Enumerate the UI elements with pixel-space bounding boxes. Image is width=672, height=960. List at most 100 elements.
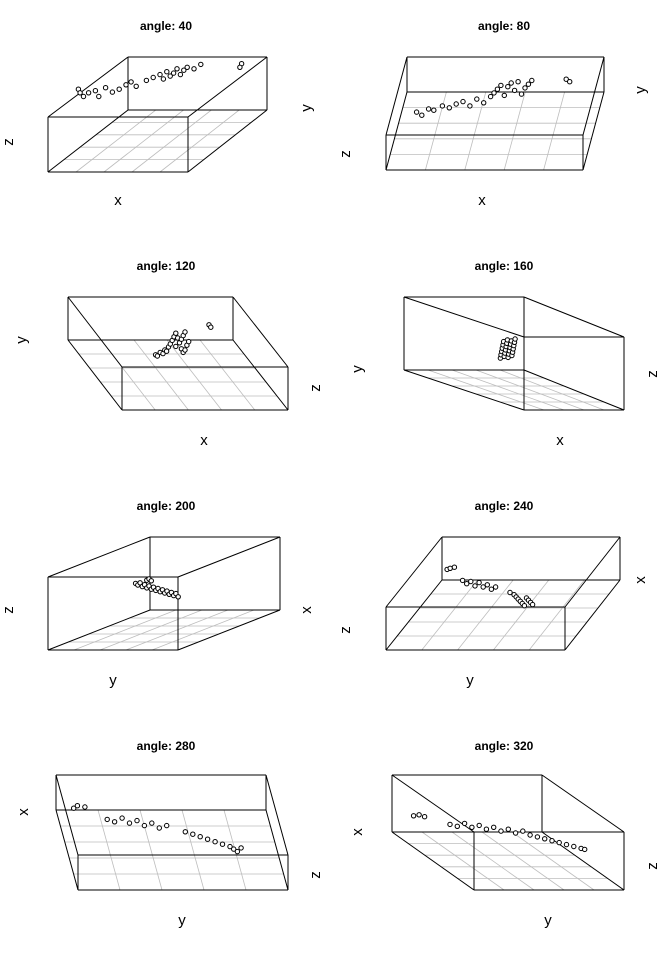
grid-line	[493, 579, 550, 651]
box-edge	[385, 56, 408, 136]
grid-line	[159, 109, 240, 173]
data-point	[204, 836, 211, 842]
box-edge	[582, 56, 605, 136]
data-point	[119, 815, 125, 821]
data-point	[521, 603, 528, 609]
data-point	[413, 109, 420, 115]
data-point	[491, 824, 497, 830]
data-point	[567, 79, 573, 85]
data-point	[512, 336, 518, 342]
data-point	[102, 85, 109, 91]
bounding-box	[47, 56, 268, 173]
data-point	[480, 584, 486, 590]
data-point	[231, 846, 237, 852]
data-point	[150, 74, 156, 81]
axis-label-x: x	[298, 606, 315, 614]
axis-label-x: x	[556, 432, 564, 449]
data-point	[208, 324, 214, 330]
data-point	[476, 579, 482, 586]
data-point	[446, 105, 452, 111]
axis-label-y: y	[109, 672, 117, 689]
data-point	[518, 91, 525, 97]
panel-5: angle: 200 x y z	[0, 499, 315, 689]
data-point	[549, 838, 555, 844]
axis-label-z: z	[337, 150, 354, 158]
floor-grid	[68, 609, 260, 651]
data-point	[582, 846, 588, 853]
data-point	[491, 90, 497, 96]
grid-line	[133, 339, 189, 411]
floor-grid	[408, 831, 608, 891]
data-point	[515, 79, 521, 85]
box-edge	[177, 536, 281, 578]
grid-line	[421, 579, 478, 651]
panel-2: angle: 80 x y z	[337, 19, 649, 209]
data-point	[126, 820, 133, 826]
floor-grid	[390, 91, 600, 171]
data-point	[173, 330, 179, 336]
axis-label-z: z	[644, 862, 661, 870]
data-point	[141, 822, 148, 829]
grid-line	[543, 91, 565, 171]
axis-label-z: z	[0, 606, 17, 614]
panel-title: angle: 40	[140, 19, 192, 33]
data-point	[182, 329, 188, 335]
bounding-box	[67, 296, 289, 411]
data-point	[133, 83, 139, 90]
data-point	[487, 93, 494, 100]
data-point	[227, 843, 233, 850]
data-point	[511, 87, 518, 94]
box-edge	[265, 809, 289, 891]
axis-label-x: x	[114, 192, 122, 209]
panel-3: angle: 120 x y z	[13, 259, 324, 449]
data-point	[501, 92, 507, 99]
box-edge	[391, 774, 475, 833]
floor-grid	[60, 809, 284, 891]
box-edge	[564, 579, 621, 651]
data-point	[556, 839, 562, 846]
data-point	[92, 88, 99, 94]
grid-line	[125, 609, 229, 651]
box-edge	[403, 369, 525, 411]
data-points	[132, 576, 181, 600]
bounding-box	[385, 536, 621, 651]
grid-line	[75, 109, 157, 173]
axis-label-y: y	[349, 365, 366, 373]
axis-label-z: z	[307, 871, 324, 879]
data-point	[74, 803, 81, 809]
panel-4: angle: 160 x y z	[349, 259, 661, 449]
axis-label-x: x	[200, 432, 208, 449]
axis-label-y: y	[298, 104, 315, 112]
data-point	[461, 820, 468, 827]
data-points	[413, 76, 573, 118]
data-point	[484, 582, 490, 588]
box-edge	[47, 609, 151, 651]
box-edge	[67, 296, 123, 368]
data-point	[454, 823, 460, 829]
data-point	[128, 79, 134, 85]
axis-label-x: x	[478, 192, 486, 209]
data-point	[219, 841, 226, 847]
axis-label-x: x	[632, 576, 649, 584]
grid-line	[166, 339, 222, 411]
data-point	[143, 77, 150, 84]
grid-line	[103, 109, 184, 173]
data-point	[431, 107, 437, 113]
data-point	[467, 103, 473, 109]
data-point	[111, 819, 118, 825]
axis-label-x: x	[15, 808, 32, 816]
grid-line	[99, 609, 203, 651]
data-point	[492, 584, 499, 590]
data-point	[563, 76, 569, 82]
data-point	[163, 348, 170, 354]
box-edge	[523, 369, 625, 411]
data-point	[498, 82, 504, 89]
data-point	[154, 353, 161, 359]
data-point	[527, 832, 533, 838]
axis-label-z: z	[337, 626, 354, 634]
data-point	[234, 848, 241, 855]
data-point	[198, 61, 204, 68]
data-point	[184, 64, 190, 71]
grid-line	[503, 91, 526, 171]
grid-line	[427, 369, 545, 411]
